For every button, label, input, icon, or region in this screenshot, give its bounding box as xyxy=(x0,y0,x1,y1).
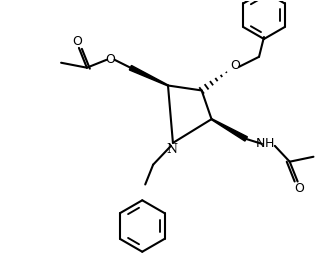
Text: N: N xyxy=(166,143,177,156)
Text: N: N xyxy=(255,137,265,150)
Polygon shape xyxy=(129,65,168,86)
Text: H: H xyxy=(265,137,275,150)
Text: O: O xyxy=(106,53,116,66)
Polygon shape xyxy=(211,119,247,141)
Text: O: O xyxy=(230,59,240,72)
Text: O: O xyxy=(72,35,82,48)
Text: O: O xyxy=(295,182,305,195)
